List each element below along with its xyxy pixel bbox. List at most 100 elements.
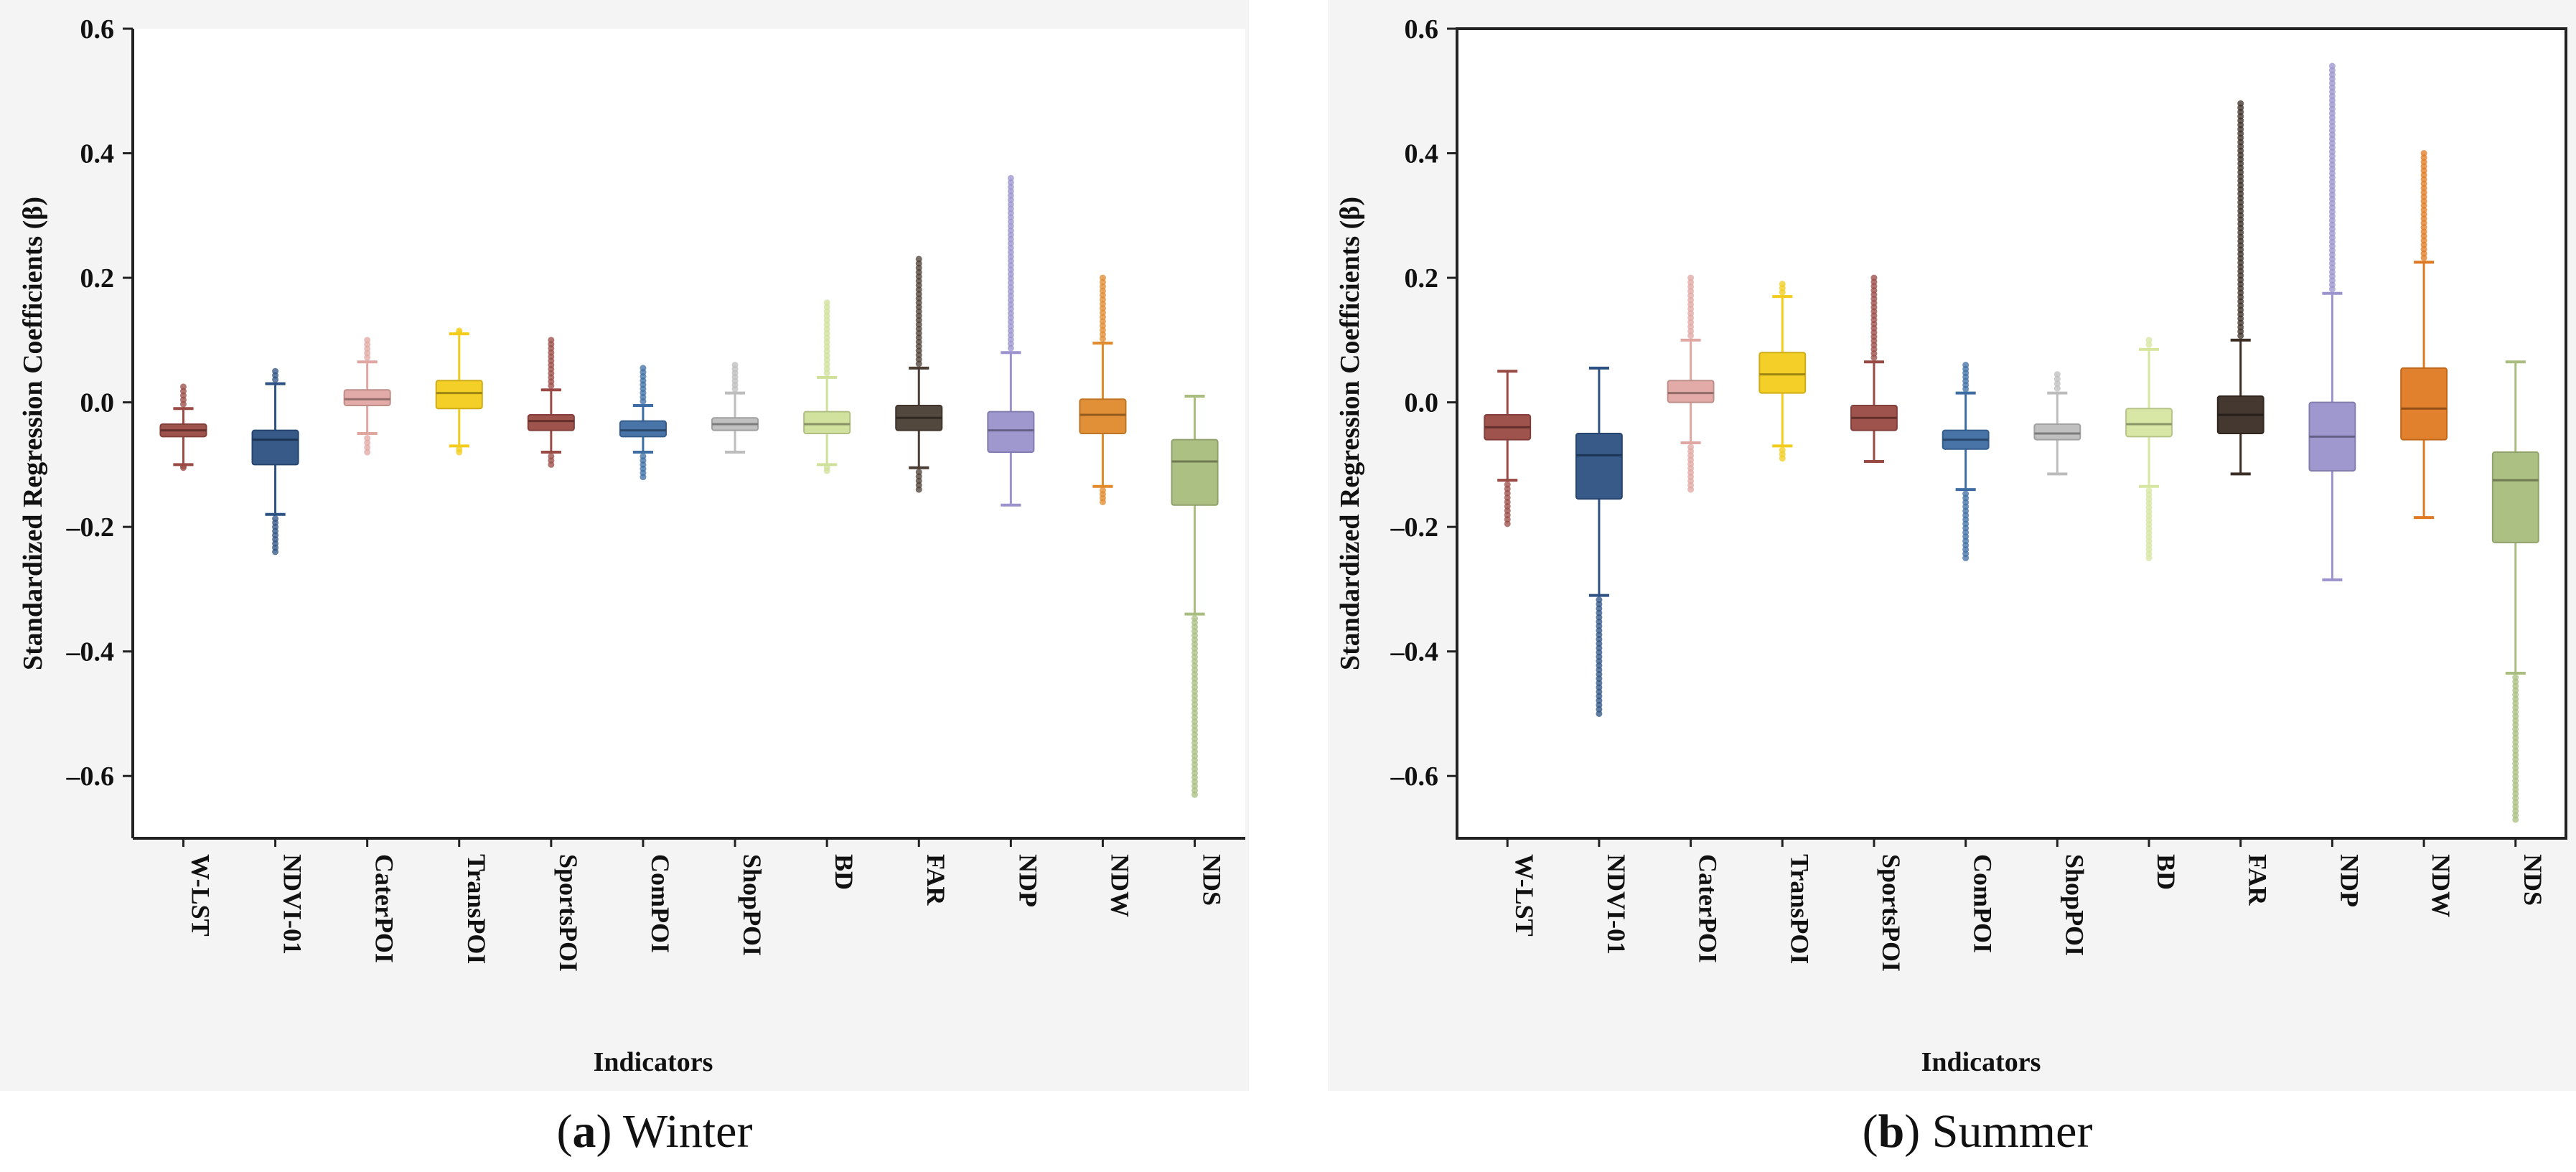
x-tick-label: CaterPOI — [370, 854, 399, 963]
outlier-point — [823, 299, 830, 306]
y-tick-label: –0.4 — [1390, 637, 1439, 667]
x-tick-label: FAR — [922, 854, 950, 906]
x-tick-label: TransPOI — [462, 854, 491, 964]
x-axis-label: Indicators — [594, 1047, 713, 1077]
outlier-point — [548, 337, 555, 344]
box — [1171, 439, 1219, 506]
box — [1758, 352, 1807, 394]
y-tick-label: 0.6 — [1405, 14, 1439, 44]
y-tick-label: –0.6 — [1390, 761, 1439, 792]
outlier-point — [1099, 274, 1106, 281]
outlier-point — [915, 256, 922, 263]
outlier-point — [1687, 327, 1695, 334]
outlier-point — [1687, 292, 1695, 299]
outlier-point — [1779, 281, 1786, 288]
box — [527, 413, 575, 431]
outlier-point — [1779, 455, 1786, 462]
outlier-point — [2145, 555, 2153, 562]
panel-winter: 0.6 0.4 0.2 0.0 –0.2 –0.4 –0.6 W-LST NDVI-01 Cat… — [0, 0, 1249, 1091]
x-tick-label: NDS — [2519, 854, 2547, 906]
outlier-point — [2420, 150, 2427, 157]
x-tick-label: BD — [2152, 854, 2181, 890]
box — [2033, 423, 2081, 441]
y-axis-label: Standardized Regression Coefficients (β) — [1335, 197, 1365, 670]
box — [1667, 380, 1715, 403]
outlier-point — [1687, 319, 1695, 326]
outlier-point — [2512, 816, 2519, 823]
box — [251, 429, 299, 466]
x-tick-label: NDP — [1013, 854, 1042, 907]
y-tick-label: 0.6 — [80, 14, 115, 44]
outlier-point — [1687, 486, 1695, 493]
outlier-point — [1687, 274, 1695, 281]
y-tick-label: 0.2 — [1405, 263, 1439, 294]
box — [619, 420, 667, 438]
outlier-point — [1870, 274, 1878, 281]
x-tick-label: W-LST — [186, 854, 215, 937]
box — [1079, 398, 1127, 434]
y-tick-label: 0.0 — [80, 388, 115, 418]
outlier-point — [1687, 278, 1695, 286]
x-tick-label: ShopPOI — [738, 854, 767, 956]
caption-letter-a: a — [573, 1105, 596, 1158]
box-marks — [1484, 62, 2539, 823]
x-tick-label: SportsPOI — [1877, 854, 1906, 972]
box — [2125, 408, 2173, 438]
outlier-point — [272, 367, 279, 375]
x-tick-label: NDVI-01 — [278, 854, 307, 955]
outlier-point — [1191, 791, 1199, 798]
y-tick-label: –0.6 — [66, 761, 115, 792]
outlier-point — [548, 461, 555, 468]
x-tick-label: NDVI-01 — [1602, 854, 1631, 955]
box — [343, 389, 391, 406]
box — [803, 411, 851, 435]
x-axis: W-LST NDVI-01 CaterPOI TransPOI SportsPOI Com… — [1506, 838, 2547, 972]
outlier-point — [272, 548, 279, 555]
outlier-point — [364, 337, 371, 344]
box — [987, 411, 1035, 454]
outlier-point — [1687, 323, 1695, 330]
y-axis: 0.6 0.4 0.2 0.0 –0.2 –0.4 –0.6 — [66, 14, 133, 792]
outlier-point — [456, 327, 463, 334]
outlier-point — [2053, 380, 2061, 388]
outlier-point — [1687, 305, 1695, 312]
x-tick-label: NDW — [1105, 854, 1134, 917]
panel-summer: 0.6 0.4 0.2 0.0 –0.2 –0.4 –0.6 W-LST NDVI-01 Cat… — [1328, 0, 2576, 1091]
outlier-point — [1596, 710, 1603, 717]
outlier-point — [2328, 62, 2336, 70]
y-tick-label: –0.2 — [1390, 512, 1439, 543]
box — [1575, 433, 1623, 500]
box — [435, 380, 483, 410]
y-axis: 0.6 0.4 0.2 0.0 –0.2 –0.4 –0.6 — [1390, 14, 1457, 792]
y-tick-label: 0.0 — [1405, 388, 1439, 418]
outlier-point — [2237, 100, 2244, 107]
x-tick-label: TransPOI — [1785, 854, 1814, 964]
x-tick-label: CaterPOI — [1694, 854, 1723, 963]
outlier-point — [364, 439, 371, 446]
outlier-point — [1687, 332, 1695, 339]
caption-title-a: Winter — [623, 1105, 753, 1158]
x-tick-label: W-LST — [1510, 854, 1539, 937]
outlier-point — [2145, 341, 2153, 348]
outlier-point — [1962, 555, 1970, 562]
outlier-point — [823, 467, 830, 474]
caption-letter-b: b — [1878, 1105, 1905, 1158]
y-tick-label: –0.2 — [66, 512, 115, 543]
x-tick-label: FAR — [2244, 854, 2272, 906]
plot-area — [1456, 27, 2567, 840]
outlier-point — [1687, 296, 1695, 304]
outlier-point — [2053, 371, 2061, 378]
outlier-point — [364, 435, 371, 442]
outlier-point — [179, 383, 187, 390]
x-tick-label: SportsPOI — [554, 854, 583, 972]
outlier-point — [1687, 314, 1695, 322]
x-tick-label: BD — [830, 854, 858, 890]
outlier-point — [731, 362, 739, 369]
outlier-point — [1007, 174, 1014, 182]
x-tick-label: ShopPOI — [2060, 854, 2089, 956]
outlier-point — [1687, 283, 1695, 290]
y-tick-label: –0.4 — [66, 637, 115, 667]
outlier-point — [364, 449, 371, 456]
x-axis-label: Indicators — [1921, 1047, 2041, 1077]
outlier-point — [1962, 362, 1970, 369]
